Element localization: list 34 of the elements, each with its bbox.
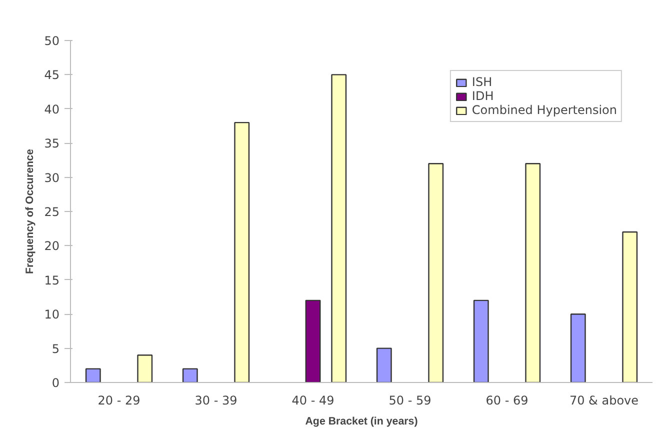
x-tick-label: 20 - 29 — [98, 394, 140, 408]
legend-label: IDH — [472, 89, 494, 103]
bar — [182, 368, 198, 382]
bar — [234, 122, 250, 382]
y-tick-label: 25 — [44, 205, 60, 219]
x-axis-title: Age Bracket (in years) — [305, 416, 418, 428]
y-tick-label: 5 — [52, 342, 60, 356]
y-tick-label: 45 — [44, 68, 60, 82]
x-tick-label: 60 - 69 — [486, 394, 528, 408]
y-tick-label: 30 — [44, 170, 60, 185]
x-tick-label: 50 - 59 — [388, 394, 432, 408]
bar — [137, 354, 153, 382]
y-tick-label: 0 — [52, 376, 60, 390]
bar — [622, 231, 638, 382]
legend-label: ISH — [472, 75, 492, 89]
y-tick-label: 40 — [44, 102, 60, 116]
y-tick-label: 15 — [44, 273, 60, 288]
bar — [331, 74, 347, 382]
y-tick-label: 10 — [44, 308, 60, 322]
bar — [305, 300, 321, 382]
y-tick-label: 35 — [44, 136, 60, 151]
bar — [85, 368, 101, 382]
bar — [428, 163, 444, 382]
bar — [525, 163, 541, 382]
x-tick-label: 40 - 49 — [292, 394, 334, 408]
y-tick-label: 50 — [44, 34, 60, 48]
x-tick-label: 70 & above — [569, 394, 639, 408]
bar — [473, 300, 489, 382]
bar — [570, 314, 586, 382]
x-tick-label: 30 - 39 — [194, 394, 238, 408]
y-axis-title: Frequency of Occurence — [24, 148, 36, 274]
bar — [376, 348, 392, 382]
y-tick-label: 20 — [44, 239, 60, 254]
legend-label: Combined Hypertension — [472, 103, 617, 117]
